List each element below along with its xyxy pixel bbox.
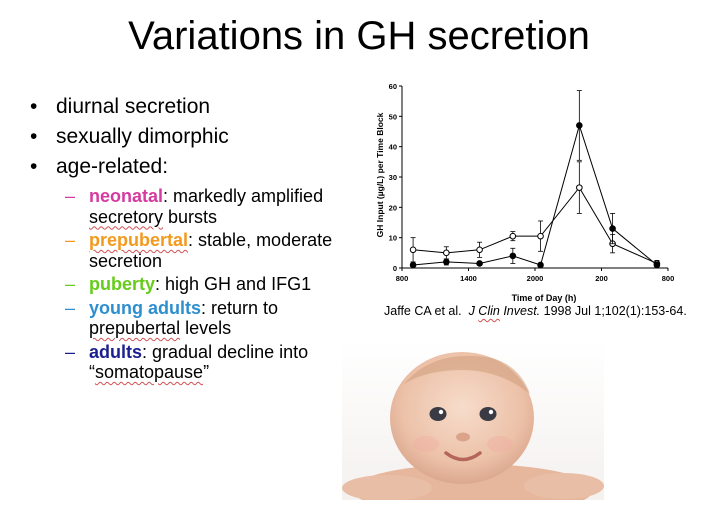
bullet-marker: • [30,155,38,178]
x-tick-label: 2000 [527,274,544,283]
citation: Jaffe CA et al. J Clin Invest. 1998 Jul … [384,304,687,319]
dash-marker: – [65,297,76,318]
term-young-adults: young adults [89,297,201,318]
sub-item-text: : stable, moderate secretion [89,230,333,271]
sub-item-text: levels [180,318,232,338]
page-title: Variations in GH secretion [128,14,590,58]
data-point-filled [409,261,417,269]
series-line [413,123,658,266]
sub-item-neonatal: – neonatal: markedly amplified secretory … [65,186,335,227]
baby-hair [404,355,530,394]
data-point-filled [653,261,661,269]
x-tick-label: 800 [662,274,675,283]
citation-journal: J Clin Invest. [469,304,541,318]
data-point-open [537,232,544,240]
sub-item-puberty: – puberty: high GH and IFG1 [65,274,335,295]
eye-highlight [488,409,494,415]
spellcheck-word: somatopause [95,362,204,382]
term-prepubertal: prepubertal [89,230,189,250]
baby-photo [342,340,604,500]
spellcheck-word: prepubertal [89,318,181,338]
data-point-filled [443,258,450,266]
main-bullet-list: • diurnal secretion • sexually dimorphic •… [30,92,229,182]
data-point-open [576,184,583,191]
gh-secretion-chart: GH Input (µg/L) per Time Block Time of D… [375,82,675,303]
sub-item-young-adults: – young adults: return to prepubertal lev… [65,298,335,339]
baby-head [390,352,534,484]
x-axis-label: Time of Day (h) [512,293,577,303]
term-adults: adults [89,341,143,362]
y-tick-label: 30 [389,173,397,182]
y-tick-label: 40 [389,143,397,152]
data-point-filled [476,260,483,267]
sub-item-text: : markedly amplified [163,186,324,206]
y-axis-label: GH Input (µg/L) per Time Block [375,112,385,237]
data-point-filled [537,261,544,269]
data-point-open [476,246,483,254]
baby-cheek [487,436,513,452]
dash-marker: – [65,274,76,294]
spellcheck-word: secretory [89,206,164,227]
spellcheck-word: Clin [478,304,500,318]
dash-marker: – [65,230,76,250]
bullet-item: • age-related: [30,152,229,182]
citation-journal-part: Invest. [503,304,541,318]
data-point-open [443,249,450,257]
dash-marker: – [65,341,76,362]
bullet-text: sexually dimorphic [56,125,229,148]
y-tick-label: 60 [389,82,397,91]
baby-smile [444,451,482,462]
sub-item-text: : return to [201,297,279,318]
term-puberty: puberty [89,274,156,294]
series-line [413,186,658,264]
baby-left-eye [429,407,447,421]
citation-ref: 1998 Jul 1;102(1):153-64. [543,304,687,318]
bullet-item: • diurnal secretion [30,92,229,122]
sub-item-text: bursts [163,206,218,227]
data-point-open [409,246,417,254]
x-tick-label: 800 [396,274,409,283]
baby-cheek [413,436,439,452]
x-tick-label: 1400 [460,274,477,283]
y-tick-label: 0 [393,264,397,273]
baby-right-eye [479,407,497,421]
sub-item-text: : high GH and IFG1 [155,274,312,294]
y-tick-label: 10 [389,234,397,243]
dash-marker: – [65,186,76,206]
bullet-item: • sexually dimorphic [30,122,229,152]
sub-item-text: ” [203,362,210,382]
eye-highlight [438,409,444,415]
x-tick-label: 200 [595,274,608,283]
baby-left-arm [342,475,432,500]
citation-authors: Jaffe CA et al. [384,304,462,318]
plot-area: 0 10 20 30 40 50 60 800 1400 2000 200 800 [389,82,675,283]
baby-right-arm [524,473,604,499]
y-tick-label: 50 [389,112,397,121]
bullet-text: age-related: [56,155,169,178]
baby-nose [456,432,470,442]
citation-journal-part: J [468,304,475,318]
sub-item-adults: – adults: gradual decline into “somatopau… [65,342,335,383]
y-tick-label: 20 [389,203,397,212]
data-point-open [509,232,517,240]
bullet-marker: • [30,95,38,118]
sub-item-prepubertal: – prepubertal: stable, moderate secretion [65,230,335,271]
data-point-filled [576,122,583,129]
bullet-text: diurnal secretion [56,95,211,118]
term-neonatal: neonatal [89,186,164,206]
sub-item-text: : gradual decline into “ [89,341,309,383]
bullet-marker: • [30,125,38,148]
data-point-filled [609,225,616,232]
data-point-filled [509,252,517,260]
age-sub-list: – neonatal: markedly amplified secretory … [65,186,335,386]
